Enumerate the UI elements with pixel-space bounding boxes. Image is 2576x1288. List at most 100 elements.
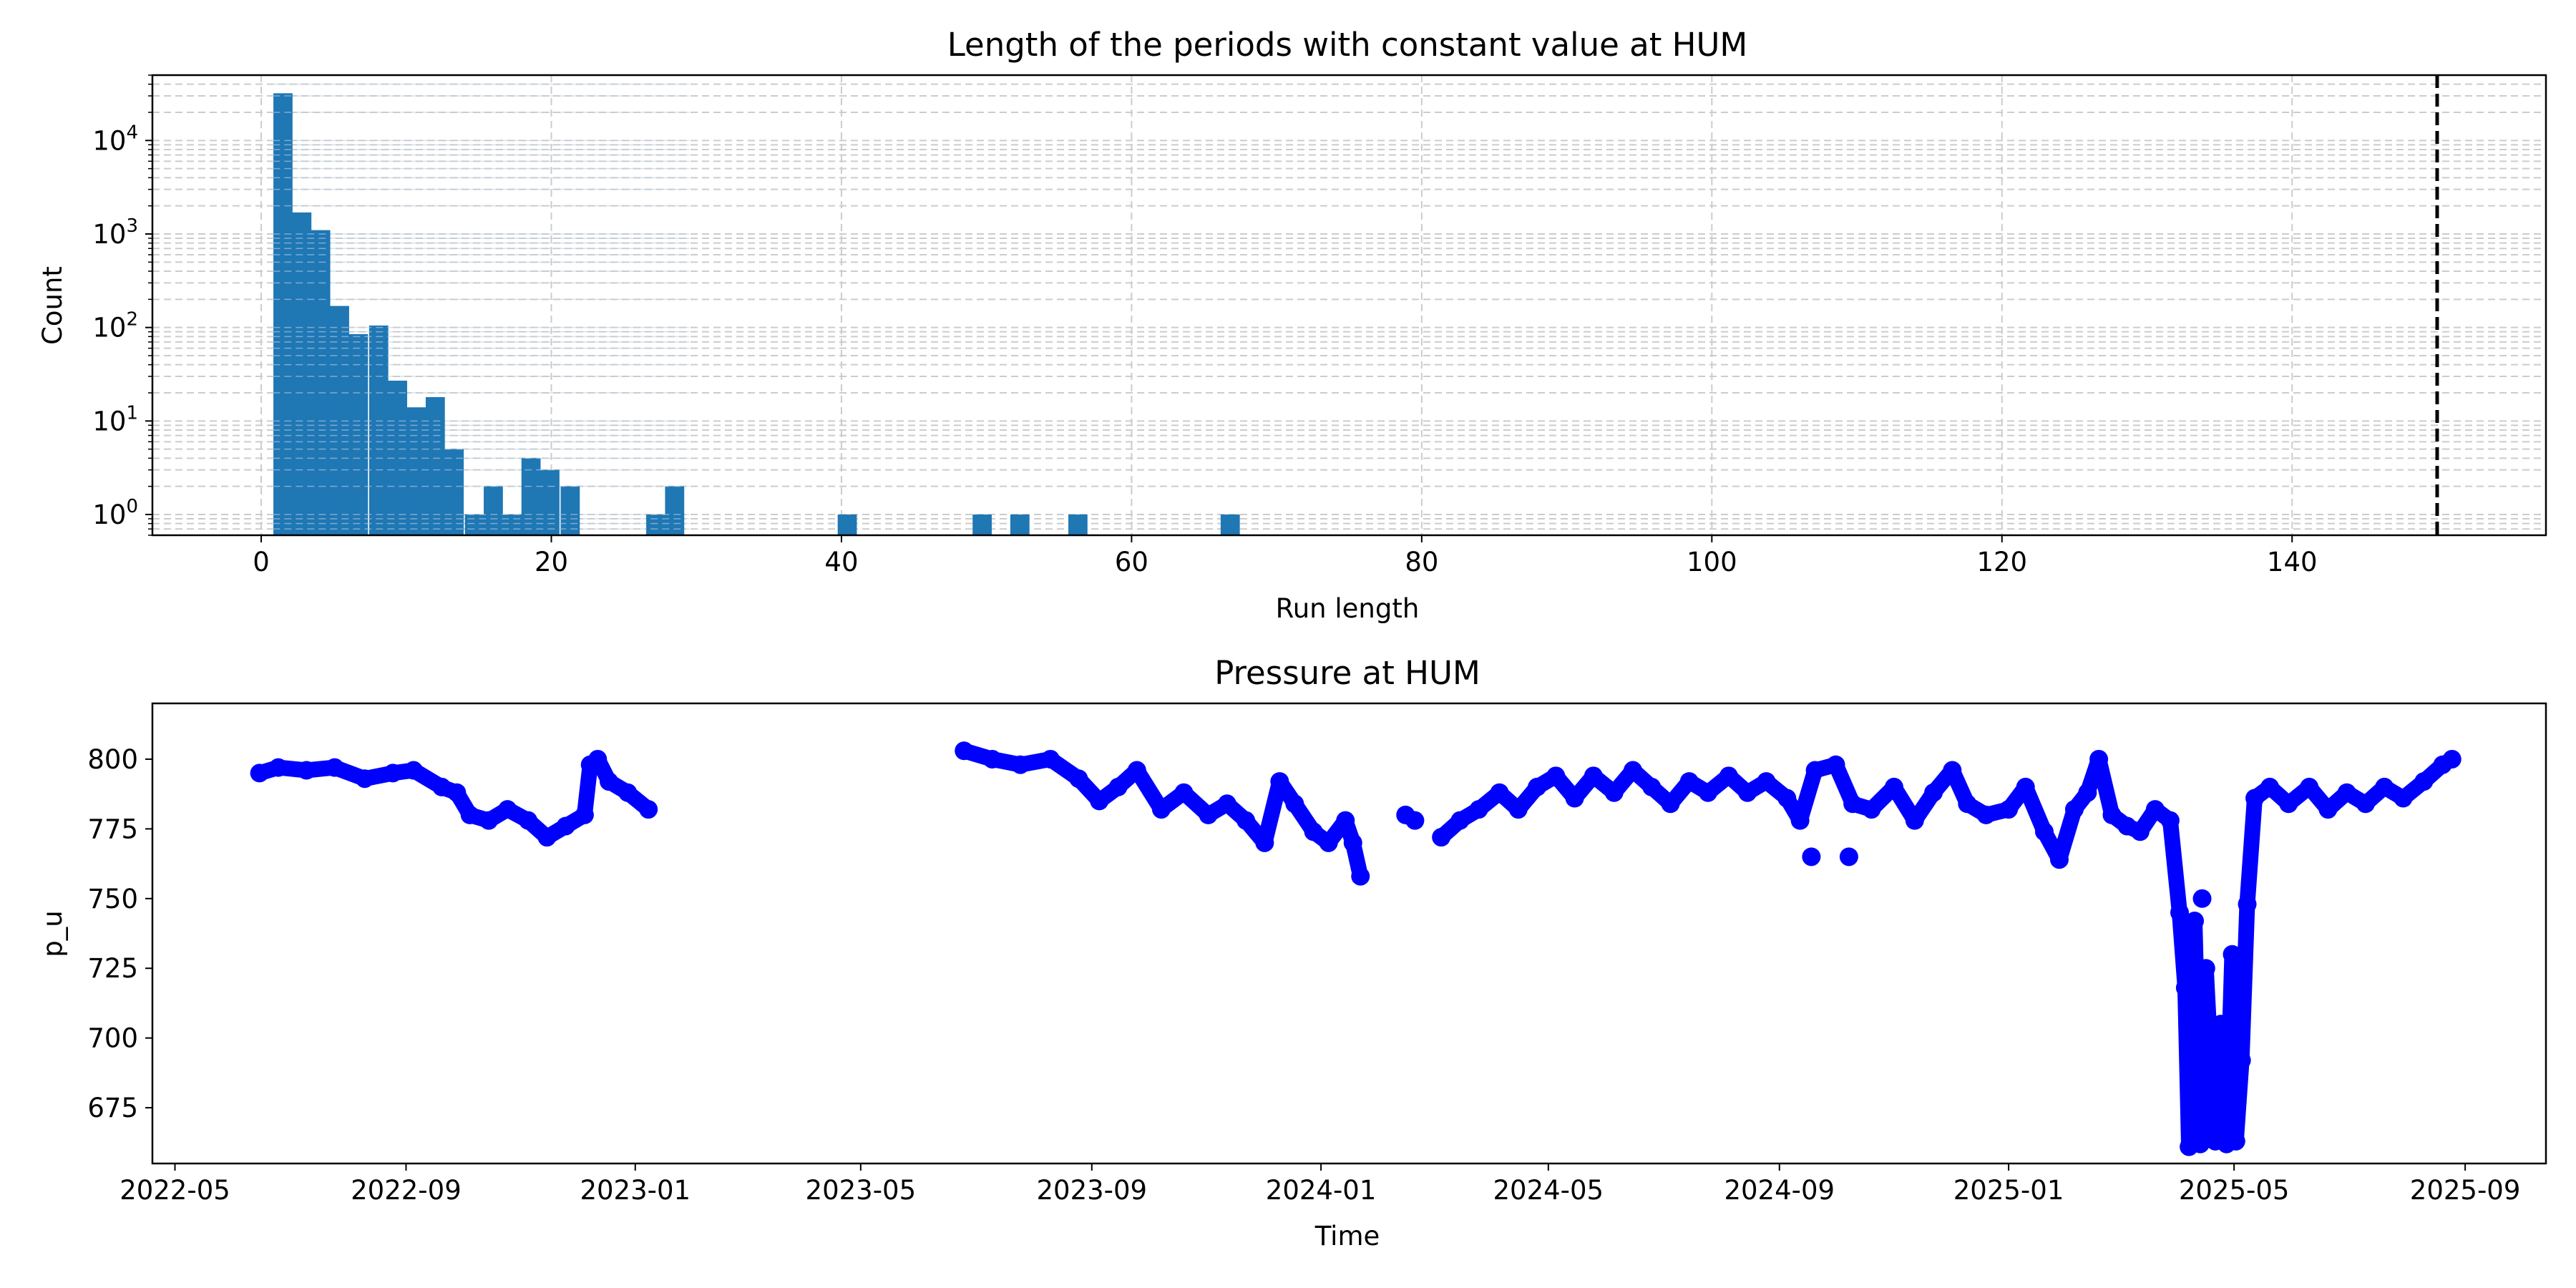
pressure-marker (1432, 828, 1451, 847)
pressure-marker (1041, 749, 1060, 769)
pressure-marker (2089, 749, 2109, 769)
histogram-bar (273, 93, 293, 536)
pressure-marker (1790, 811, 1810, 830)
histogram-bar (1010, 514, 1030, 535)
pressure-marker (1343, 833, 1362, 852)
pressure-marker (1999, 800, 2019, 819)
pressure-marker (1584, 766, 1603, 786)
pressure-marker (618, 783, 638, 802)
pressure-marker (2238, 894, 2257, 914)
pressure-marker (2337, 783, 2356, 802)
pressure-marker (1069, 769, 1088, 789)
pressure-x-tick-label: 2022-05 (119, 1175, 230, 1206)
pressure-marker (1604, 783, 1624, 802)
histogram-bar (484, 486, 503, 535)
pressure-marker (1826, 755, 1845, 774)
pressure-y-tick-label: 800 (87, 744, 138, 775)
pressure-marker (2130, 822, 2150, 841)
pressure-x-tick-label: 2024-09 (1724, 1175, 1835, 1206)
pressure-marker (2207, 1048, 2227, 1067)
pressure-marker (1802, 847, 1821, 867)
pressure-marker (1839, 847, 1858, 867)
pressure-marker (1011, 755, 1030, 774)
pressure-y-tick-label: 750 (87, 884, 138, 914)
pressure-x-ticks: 2022-05 2022-09 2023-01 2023-05 2023-09 2024-… (119, 1163, 2520, 1206)
pressure-marker (1151, 800, 1171, 819)
pressure-marker (2318, 800, 2338, 819)
pressure-y-tick-label: 700 (87, 1023, 138, 1054)
pressure-x-tick-label: 2025-05 (2179, 1175, 2290, 1206)
pressure-marker (1642, 777, 1662, 796)
pressure-marker (2223, 945, 2242, 964)
pressure-marker (1976, 805, 1996, 824)
histogram-y-tick-label: 100 (92, 496, 138, 530)
histogram-y-tick-label: 102 (92, 309, 138, 343)
pressure-marker (1174, 783, 1194, 802)
pressure-marker (1943, 761, 1962, 780)
histogram-x-tick-label: 20 (535, 547, 568, 577)
pressure-marker (460, 805, 479, 824)
pressure-marker (537, 828, 557, 847)
pressure-marker (498, 800, 517, 819)
pressure-marker (1199, 805, 1218, 824)
histogram-bar (348, 333, 369, 535)
pressure-marker (1351, 867, 1370, 886)
pressure-marker (250, 763, 269, 783)
pressure-x-tick-label: 2025-09 (2410, 1175, 2521, 1206)
pressure-marker (2185, 911, 2205, 930)
histogram-bar (540, 469, 560, 535)
histogram-y-tick-label: 104 (92, 122, 138, 156)
pressure-marker (1924, 783, 1943, 802)
pressure-y-tick-label: 725 (87, 953, 138, 984)
histogram-bars (273, 74, 1240, 536)
histogram-bar (444, 449, 464, 535)
histogram-bar (646, 514, 665, 535)
pressure-marker (355, 769, 374, 789)
histogram-axes-frame (151, 74, 2547, 537)
pressure-marker (1719, 766, 1738, 786)
pressure-marker (1508, 800, 1528, 819)
pressure-x-tick-label: 2022-09 (351, 1175, 462, 1206)
pressure-marker (1805, 761, 1825, 780)
pressure-marker (1304, 822, 1323, 841)
pressure-marker (600, 772, 619, 791)
pressure-marker (1450, 811, 1470, 830)
pressure-marker (1319, 833, 1338, 852)
histogram-bar (425, 396, 445, 535)
pressure-marker (1336, 811, 1355, 830)
pressure-y-ticks: 675 700 725 750 775 800 (87, 744, 152, 1123)
pressure-marker (2175, 978, 2195, 997)
histogram-title: Length of the periods with constant valu… (947, 26, 1748, 64)
pressure-x-tick-label: 2024-05 (1493, 1175, 1604, 1206)
pressure-marker (1546, 766, 1566, 786)
histogram-y-ticks: 100 101 102 103 104 (92, 74, 152, 536)
pressure-marker (982, 749, 1002, 769)
histogram-y-tick-label: 103 (92, 215, 138, 250)
pressure-marker (432, 777, 452, 796)
pressure-marker (1490, 783, 1509, 802)
histogram-y-label: Count (37, 266, 68, 345)
histogram-x-tick-label: 0 (253, 547, 270, 577)
histogram-x-tick-label: 120 (1976, 547, 2027, 577)
histogram-bar (1220, 514, 1240, 535)
histogram-bar (665, 486, 685, 535)
pressure-y-label: p_u (37, 910, 68, 957)
pressure-marker (1884, 777, 1903, 796)
histogram-x-tick-label: 40 (824, 547, 858, 577)
pressure-marker (1090, 791, 1109, 811)
pressure-marker (1255, 833, 1274, 852)
pressure-marker (2196, 959, 2215, 978)
pressure-x-tick-label: 2023-09 (1036, 1175, 1147, 1206)
pressure-marker (2300, 777, 2319, 796)
histogram-bar (837, 514, 857, 535)
pressure-marker (2356, 794, 2375, 814)
pressure-marker (556, 816, 575, 836)
histogram-x-tick-label: 60 (1115, 547, 1148, 577)
pressure-marker (1958, 794, 1977, 814)
pressure-marker (519, 811, 538, 830)
pressure-marker (2245, 789, 2265, 808)
pressure-marker (1270, 772, 1289, 791)
histogram-bar (464, 514, 484, 535)
pressure-marker (2190, 1134, 2210, 1153)
